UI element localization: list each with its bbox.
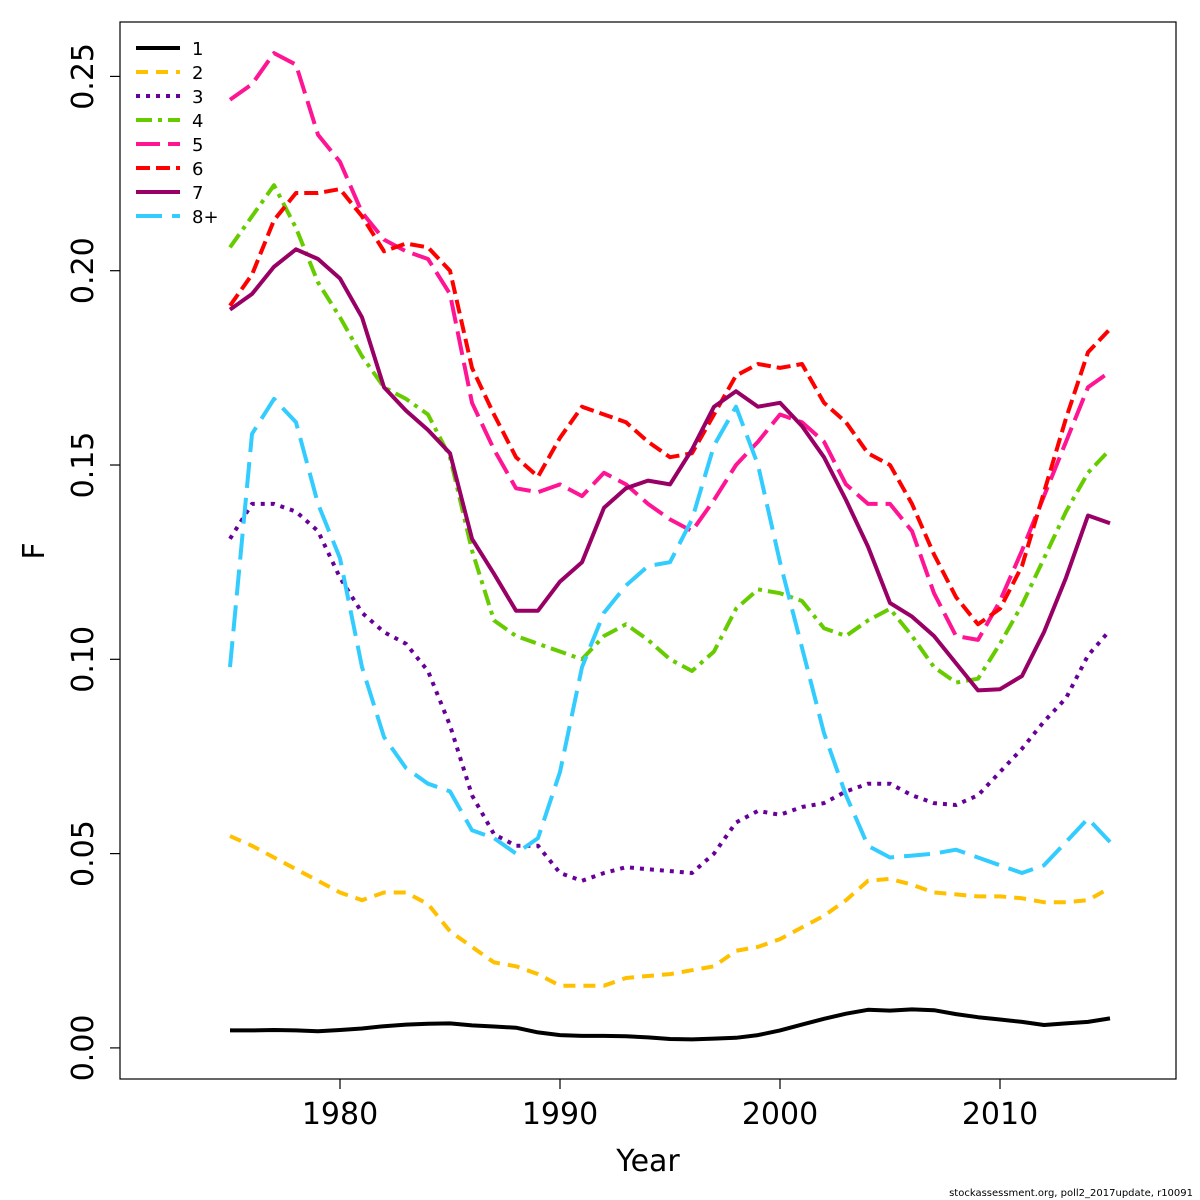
y-tick-label: 0.20 (66, 237, 101, 304)
series-line-6 (228, 187, 1112, 627)
y-tick-label: 0.10 (66, 626, 101, 693)
y-axis: 0.00 0.05 0.10 0.15 0.20 0.25 (66, 43, 120, 1081)
series-line-4 (228, 183, 1112, 685)
x-axis: 1980 1990 2000 2010 (302, 1079, 1038, 1132)
series-line-3 (228, 501, 1112, 883)
x-tick-label: 1990 (522, 1097, 598, 1132)
y-tick-label: 0.25 (66, 43, 101, 110)
series-layer (228, 51, 1112, 1042)
series-line-2 (229, 834, 1111, 988)
legend: 1 2 3 4 5 6 7 8+ (136, 39, 219, 228)
legend-label: 2 (192, 63, 203, 84)
legend-label: 4 (192, 111, 203, 132)
legend-label: 1 (192, 39, 203, 60)
legend-label: 6 (192, 159, 203, 180)
legend-label: 7 (192, 183, 203, 204)
plot-frame (119, 21, 1177, 1080)
y-tick-label: 0.05 (66, 820, 101, 887)
y-tick-label: 0.15 (66, 432, 101, 499)
x-axis-title: Year (615, 1144, 680, 1179)
series-line-1 (230, 1007, 1111, 1042)
footer-note: stockassessment.org, poll2_2017update, r… (949, 1188, 1193, 1199)
series-line-8plus (228, 396, 1112, 875)
legend-label: 5 (192, 135, 203, 156)
legend-label: 8+ (192, 207, 219, 228)
y-tick-label: 0.00 (66, 1015, 101, 1082)
series-line-5 (228, 51, 1112, 642)
series-line-7 (228, 247, 1111, 693)
x-tick-label: 2010 (962, 1097, 1038, 1132)
x-tick-label: 1980 (302, 1097, 378, 1132)
x-tick-label: 2000 (742, 1097, 818, 1132)
legend-label: 3 (192, 87, 203, 108)
y-axis-title: F (17, 542, 52, 559)
